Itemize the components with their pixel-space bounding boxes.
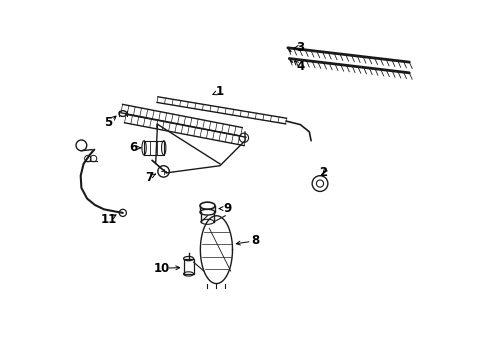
- Text: 7: 7: [145, 171, 153, 184]
- Text: 3: 3: [296, 41, 304, 54]
- Text: 5: 5: [104, 116, 113, 129]
- Text: 8: 8: [251, 234, 260, 247]
- Text: 11: 11: [100, 213, 117, 226]
- Text: 2: 2: [319, 166, 328, 179]
- Text: 4: 4: [296, 60, 304, 73]
- Text: 1: 1: [216, 85, 224, 98]
- Text: 10: 10: [154, 262, 170, 275]
- Text: 6: 6: [129, 141, 138, 154]
- Text: 9: 9: [223, 202, 231, 215]
